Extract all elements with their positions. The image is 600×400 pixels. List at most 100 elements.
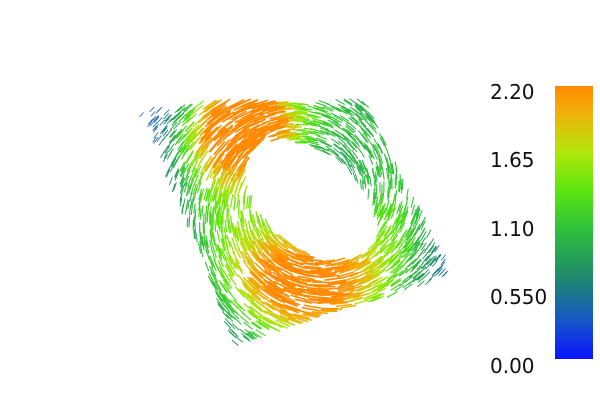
vector-glyph [393,261,404,271]
vector-glyph [345,148,353,157]
vector-glyph [272,271,288,282]
vector-glyph [285,264,303,272]
vector-glyph [360,141,368,151]
vector-glyph [310,145,321,149]
vector-glyph [317,146,327,151]
vector-glyph [179,177,185,187]
vector-glyph [309,121,321,126]
vector-glyph [397,208,402,220]
vector-glyph [366,247,378,257]
vector-glyph [214,281,221,292]
vector-glyph [211,249,216,261]
vector-glyph [367,296,381,303]
vector-glyph [198,111,212,124]
vector-glyph [237,248,247,263]
vector-glyph [303,304,322,309]
vector-glyph [403,243,412,254]
vector-glyph [286,126,302,129]
vector-glyph [409,219,415,230]
vector-glyph [417,242,424,252]
vector-glyph [234,122,250,133]
vector-glyph [249,209,253,223]
vector-glyph [260,258,274,271]
vector-glyph [299,140,312,143]
vector-glyph [415,207,421,219]
vector-glyph [312,119,325,125]
vector-glyph [213,159,223,174]
vector-glyph [185,152,194,164]
vector-glyph [256,227,264,241]
vector-glyph [210,271,217,282]
vector-glyph [178,113,187,123]
vector-glyph [233,183,239,198]
vector-glyph [242,237,250,252]
vector-glyph [387,189,390,201]
vector-glyph [283,298,301,306]
vector-glyph [186,141,195,153]
vector-glyph [367,188,370,200]
vector-glyph [350,116,359,124]
vector-glyph [237,199,241,214]
vector-glyph [431,255,437,263]
vector-glyph [366,173,370,185]
vector-glyph [227,220,231,233]
vector-glyph [156,117,163,124]
vector-glyph [242,113,259,122]
vector-glyph [283,124,300,128]
vector-glyph [189,154,197,167]
vector-glyph [327,148,336,155]
vector-glyph [431,270,438,277]
vector-glyph [375,226,385,238]
vector-glyph [237,221,242,236]
vector-glyph [273,240,287,252]
vector-glyph [364,260,377,270]
vector-glyph [338,137,347,145]
vector-glyph [343,292,361,298]
vector-glyph [231,110,247,121]
vector-glyph [392,265,403,274]
vector-glyph [264,301,279,311]
vector-glyph [212,165,221,180]
vector-glyph [244,332,254,340]
vector-glyph [351,150,359,159]
vector-glyph [201,235,205,247]
vector-glyph [241,127,257,139]
vector-glyph [147,121,152,127]
vector-glyph [262,246,275,260]
vector-glyph [373,239,384,250]
vector-glyph [274,245,289,257]
vector-glyph [293,292,311,299]
vector-glyph [162,133,168,141]
vector-glyph [276,320,291,327]
vector-glyph [404,283,413,291]
vector-glyph [325,128,336,135]
vector-glyph [217,303,225,312]
vector-glyph [212,232,216,245]
vector-glyph [185,130,195,142]
vector-glyph [319,127,331,133]
vector-glyph [217,139,230,154]
vector-glyph [217,301,224,310]
vector-glyph [228,220,232,234]
vector-glyph [332,293,351,298]
vector-glyph [248,330,259,338]
vector-glyph [215,291,222,301]
vector-glyph [222,311,230,320]
vector-glyph [152,121,158,128]
vector-glyph [163,109,170,116]
vector-glyph [384,214,391,226]
vector-glyph [213,181,219,196]
vector-glyph [403,237,412,248]
vector-glyph [258,124,276,132]
vector-glyph [395,219,402,231]
vector-glyph [360,133,368,143]
vector-glyph [224,196,228,210]
vector-glyph [366,144,372,155]
vector-glyph [343,109,353,116]
vector-glyph [225,256,234,270]
vector-glyph [398,279,408,287]
vector-glyph [228,273,237,286]
vector-glyph [261,301,275,311]
vector-glyph [297,253,315,259]
